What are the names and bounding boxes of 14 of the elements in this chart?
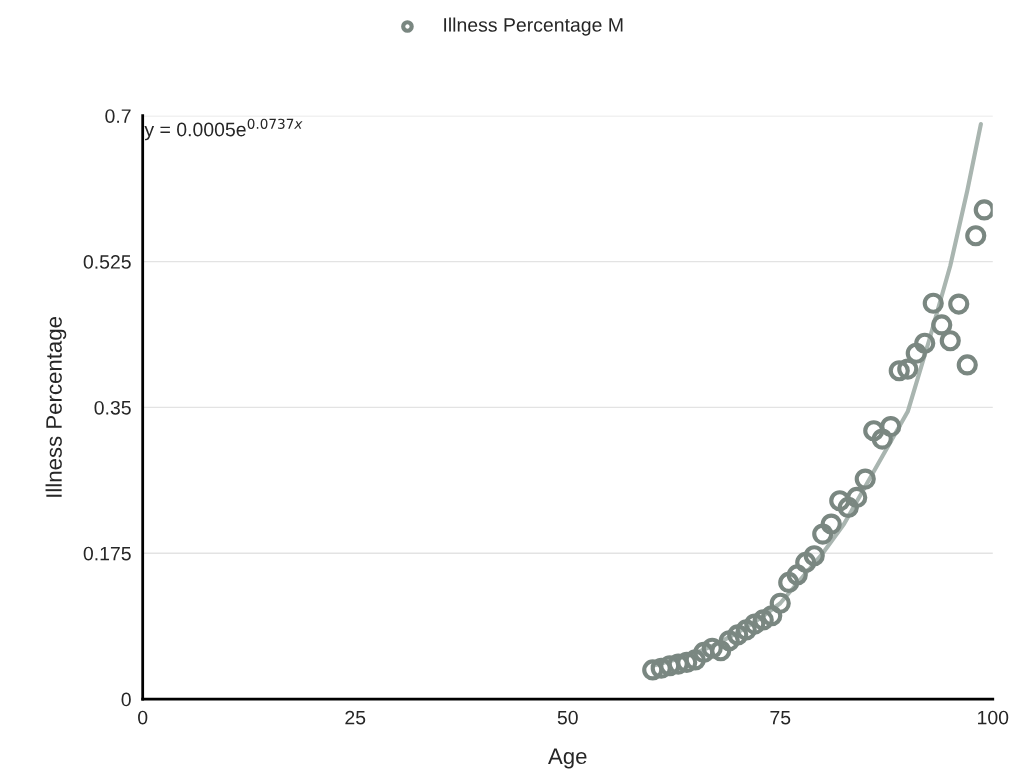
y-tick-label: 0.175 — [83, 546, 131, 561]
y-tick-label: 0 — [121, 692, 131, 707]
y-axis-title: Illness Percentage — [45, 316, 67, 497]
annotation: y = 0.0005e$^{0.0737x}$ — [144, 118, 303, 141]
x-axis-title: Age — [548, 748, 587, 769]
y-tick-label: 0.7 — [105, 109, 131, 123]
x-tick-label: 25 — [345, 710, 366, 725]
x-tick-label: 100 — [978, 710, 1009, 725]
y-tick-label: 0.35 — [94, 400, 131, 415]
x-tick-label: 75 — [770, 710, 791, 725]
x-tick-label: 0 — [138, 710, 148, 725]
y-tick-label: 0.525 — [83, 255, 131, 269]
legend-label: Illness Percentage M — [444, 17, 623, 36]
x-tick-label: 50 — [557, 710, 578, 725]
